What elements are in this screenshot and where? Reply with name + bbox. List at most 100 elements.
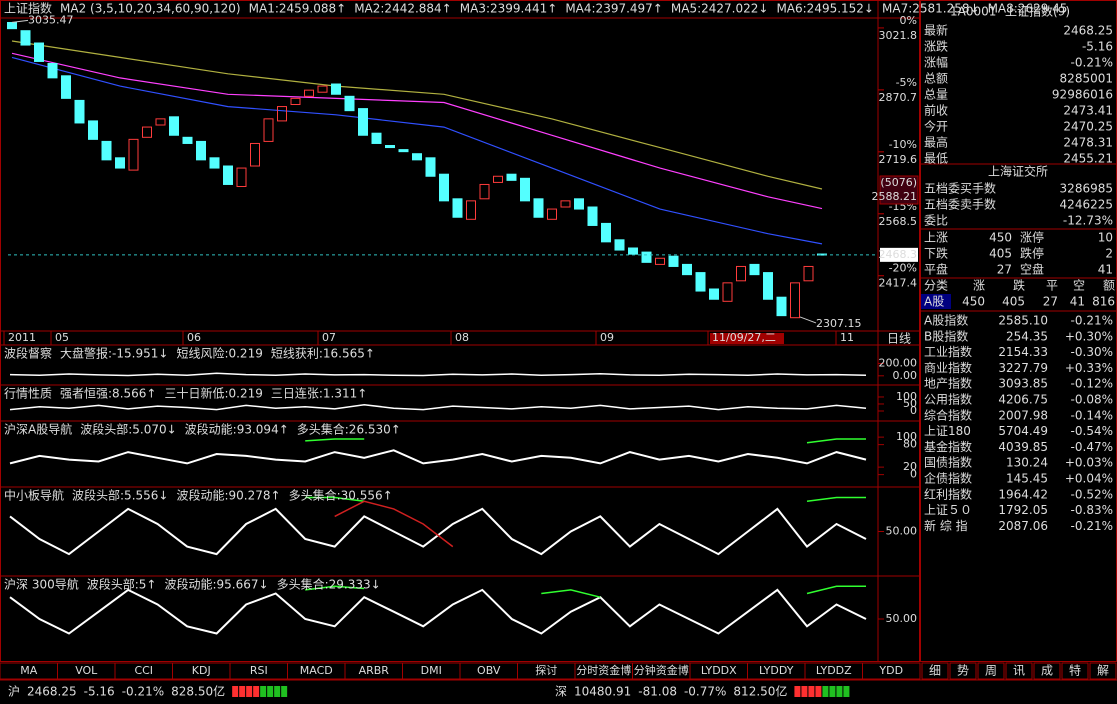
table-cell: 405 xyxy=(1002,295,1025,309)
quote-name: 上证指数(9) xyxy=(1005,4,1070,19)
panel-title: 中小板导航 xyxy=(4,488,64,503)
side-tab[interactable] xyxy=(1005,662,1033,680)
candle xyxy=(250,142,260,167)
index-value: 5704.49 xyxy=(998,424,1048,438)
candle xyxy=(790,282,800,319)
index-change: -0.21% xyxy=(1071,519,1113,533)
table-cell: 816 xyxy=(1092,295,1115,309)
ma-label: MA5:2427.022↓ xyxy=(671,2,769,16)
quote-value: 8285001 xyxy=(1060,72,1113,86)
breadth-label: 空盘 xyxy=(1020,262,1044,277)
breadth-label: 上涨 xyxy=(924,230,948,245)
code: 1A0001 xyxy=(950,5,996,19)
breadth-block xyxy=(232,686,239,697)
candle xyxy=(493,175,503,183)
y-tick-label: 2568.5 xyxy=(879,215,918,228)
last-price: 2468.3 xyxy=(879,248,918,261)
x-label: 08 xyxy=(455,331,469,344)
panel-readout: 短线获利:16.565↑ xyxy=(271,347,375,361)
status-item: 812.50亿 xyxy=(733,684,787,699)
ma-label: MA3:2399.441↑ xyxy=(460,2,558,16)
candle xyxy=(587,206,598,226)
breadth-block xyxy=(253,686,260,697)
panel-readout: 波段动能:93.094↑ xyxy=(185,422,289,437)
candle xyxy=(547,208,557,220)
index-change: -0.47% xyxy=(1071,440,1113,454)
pct-tick-label: 0% xyxy=(900,14,917,27)
indicator-line xyxy=(9,588,867,635)
candle xyxy=(574,198,584,210)
breadth-block xyxy=(274,686,281,697)
candle xyxy=(74,99,85,124)
tab-label: LYDDY xyxy=(759,664,794,677)
breadth-value: 2 xyxy=(1105,247,1113,261)
candle xyxy=(749,263,760,276)
ma-label: MA7:2581.258↓ xyxy=(882,2,980,16)
panel-readout: 波段动能:95.667↓ xyxy=(164,577,268,592)
quote-value: 2455.21 xyxy=(1063,152,1113,166)
index-name: 商业指数 xyxy=(924,360,972,375)
side-tab[interactable] xyxy=(949,662,977,680)
index-name: 企债指数 xyxy=(924,471,972,486)
breadth-block xyxy=(822,686,829,697)
status-item: 828.50亿 xyxy=(171,684,225,699)
index-change: +0.30% xyxy=(1065,329,1113,343)
x-label: 11/09/27,二 xyxy=(712,331,776,344)
side-tab[interactable] xyxy=(1061,662,1089,680)
table-header: 涨 xyxy=(973,278,985,293)
indicator: MA2 (3,5,10,20,34,60,90,120) xyxy=(60,2,241,16)
index-change: +0.03% xyxy=(1065,456,1113,470)
index-name: 国债指数 xyxy=(924,455,972,470)
panel-readout: 多头集合:30.556↑ xyxy=(289,488,393,503)
x-label: 2011 xyxy=(8,331,36,344)
breadth-label: 涨停 xyxy=(1020,230,1044,245)
panel-tick-label: 100 xyxy=(896,430,917,443)
ma-label: MA6:2495.152↓ xyxy=(776,2,874,16)
tab-label: CCI xyxy=(134,664,153,677)
candle xyxy=(641,251,652,263)
candle xyxy=(209,157,220,169)
low-label: 2307.15 xyxy=(816,317,862,330)
index-name: A股指数 xyxy=(924,313,968,328)
side-tab-label: 周 xyxy=(985,664,997,678)
table-header: 额 xyxy=(1103,279,1115,293)
panel-readout: 多头集合:29.333↓ xyxy=(277,577,381,592)
breadth-value: 405 xyxy=(989,247,1012,261)
panel-tick-label: 100 xyxy=(896,390,917,403)
candle xyxy=(182,136,193,144)
index-change: -0.83% xyxy=(1071,503,1113,517)
panel-tick-label: 80 xyxy=(903,438,917,451)
tab[interactable] xyxy=(862,662,921,680)
quote-label: 涨跌 xyxy=(924,39,948,54)
breadth-label: 平盘 xyxy=(924,262,948,277)
breadth-block xyxy=(843,686,850,697)
candle xyxy=(47,63,58,79)
row-highlight xyxy=(921,294,951,309)
candle xyxy=(142,126,152,138)
candle xyxy=(7,22,17,30)
candle xyxy=(358,108,368,136)
side-tab[interactable] xyxy=(921,662,949,680)
side-tab[interactable] xyxy=(977,662,1005,680)
table-cell: 27 xyxy=(1043,295,1058,309)
index-name: 红利指数 xyxy=(924,486,972,501)
pct-tick-label: -10% xyxy=(889,138,917,151)
chart-name: 上证指数 xyxy=(4,1,52,16)
panel-readout: 波段头部:5.070↓ xyxy=(80,422,176,437)
candle xyxy=(236,167,247,188)
quote-label: 最新 xyxy=(924,23,948,38)
index-value: 130.24 xyxy=(1006,456,1048,470)
quote-label: 最高 xyxy=(924,135,948,150)
tab-label: 探讨 xyxy=(535,664,557,677)
side-tab[interactable] xyxy=(1033,662,1061,680)
ma-label: MA4:2397.497↑ xyxy=(565,2,663,16)
ref-price: 2588.21 xyxy=(872,190,918,203)
candle xyxy=(115,157,125,169)
tab-label: LYDDZ xyxy=(816,664,852,677)
breadth-value: 27 xyxy=(997,263,1012,277)
order-label: 委比 xyxy=(924,214,948,228)
side-tab[interactable] xyxy=(1089,662,1117,680)
status-item: -81.08 xyxy=(638,685,677,699)
index-value: 3093.85 xyxy=(998,377,1048,391)
